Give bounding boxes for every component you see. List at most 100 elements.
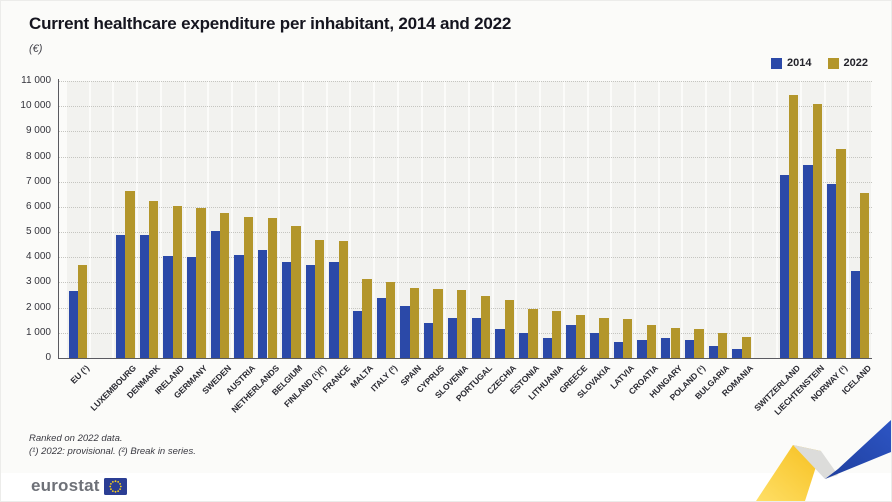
legend-swatch-2022-icon <box>827 57 839 69</box>
slot-slovenia <box>446 81 468 358</box>
bar-2022-slovenia <box>457 290 467 358</box>
y-tick-label-7000: 7 000 <box>25 175 51 187</box>
slot-bulgaria <box>707 81 729 358</box>
slot-greece <box>564 81 587 358</box>
chart-title: Current healthcare expenditure per inhab… <box>29 14 512 33</box>
bar-2014-italy- <box>376 297 387 358</box>
bar-2022-italy- <box>386 282 396 358</box>
y-tick-label-11000: 11 000 <box>21 75 51 86</box>
bar-2014-latvia <box>613 341 624 358</box>
bar-2014-liechtenstein <box>803 165 813 358</box>
footnote-flags: (¹) 2022: provisional. (²) Break in seri… <box>29 445 196 457</box>
bar-2014-iceland <box>850 271 861 358</box>
chart-legend: 2014 2022 <box>771 57 868 69</box>
bar-2022-netherlands <box>267 218 277 358</box>
gridline-7000 <box>58 181 872 183</box>
bar-2014-croatia <box>637 340 647 358</box>
bar-2014-germany <box>187 257 197 358</box>
bar-2022-latvia <box>623 319 633 358</box>
bar-2022-denmark <box>148 200 159 358</box>
y-tick-label-9000: 9 000 <box>25 125 51 137</box>
bar-2014-estonia <box>518 332 529 358</box>
slot-latvia <box>612 81 634 358</box>
chart-unit-label: (€) <box>29 43 43 55</box>
slot-poland- <box>683 81 706 358</box>
bar-2014-norway- <box>827 184 837 358</box>
bar-2022-sweden <box>220 213 230 358</box>
bar-2022-hungary <box>670 327 680 358</box>
y-axis-line <box>58 79 59 359</box>
y-tick-label-6000: 6 000 <box>25 200 51 212</box>
slot-czechia <box>493 81 516 358</box>
bar-2022-cyprus <box>433 288 443 358</box>
bar-2022-austria <box>243 216 254 358</box>
bar-2022-czechia <box>504 300 514 358</box>
gridline-11000 <box>58 81 872 82</box>
y-tick-label-1000: 1 000 <box>25 326 51 338</box>
footnotes: Ranked on 2022 data. (¹) 2022: provision… <box>29 433 196 458</box>
bar-2014-finland- <box>305 264 315 358</box>
bar-2022-estonia <box>528 308 538 358</box>
bar-2022-norway- <box>836 149 846 358</box>
gridline-5000 <box>58 232 872 234</box>
bar-2014-austria <box>234 254 244 358</box>
bar-2014-portugal <box>471 317 481 358</box>
bar-2022-iceland <box>860 193 870 358</box>
slot-portugal <box>470 81 492 358</box>
bar-2014-cyprus <box>424 322 434 358</box>
bar-2022-lithuania <box>551 311 562 358</box>
plot-area <box>58 81 872 358</box>
gridline-8000 <box>58 156 872 158</box>
eu-flag-icon <box>103 477 127 495</box>
gridline-3000 <box>58 282 872 284</box>
bar-2022-finland- <box>314 239 325 358</box>
bar-2022-malta <box>362 278 372 358</box>
bar-2022-luxembourg <box>125 190 135 358</box>
slot-gap <box>754 81 777 358</box>
bar-2022-bulgaria <box>717 332 728 358</box>
legend-label-2014: 2014 <box>787 57 812 69</box>
bar-2014-greece <box>566 325 576 358</box>
bar-2014-romania <box>732 348 742 358</box>
bar-2022-romania <box>741 336 751 358</box>
y-tick-label-5000: 5 000 <box>25 226 51 238</box>
y-tick-label-3000: 3 000 <box>25 276 51 288</box>
bar-2022-slovakia <box>599 318 609 358</box>
bar-2014-czechia <box>495 329 505 358</box>
bar-2014-ireland <box>163 256 173 358</box>
footnote-ranking: Ranked on 2022 data. <box>29 433 123 444</box>
bar-2022-greece <box>575 315 586 358</box>
bar-2014-belgium <box>281 262 292 358</box>
legend-item-2014: 2014 <box>771 57 812 69</box>
bar-2014-denmark <box>139 234 149 358</box>
bar-2022-eu- <box>77 264 88 358</box>
bar-2014-malta <box>352 311 363 358</box>
bar-2014-netherlands <box>258 249 268 358</box>
bar-2022-croatia <box>646 325 657 358</box>
bar-2014-poland- <box>684 340 695 358</box>
bar-2014-slovenia <box>447 317 458 358</box>
eurostat-logo: eurostat <box>31 476 127 496</box>
y-tick-label-0: 0 <box>45 352 51 363</box>
bar-2022-germany <box>196 208 206 358</box>
bar-2022-france <box>338 240 348 358</box>
slot-croatia <box>635 81 658 358</box>
y-tick-label-4000: 4 000 <box>25 251 51 263</box>
bar-2022-liechtenstein <box>812 103 823 358</box>
bar-2014-sweden <box>210 230 221 358</box>
bar-2014-eu- <box>68 291 78 358</box>
gridline-6000 <box>58 206 872 208</box>
slot-hungary <box>659 81 682 358</box>
slot-gap <box>90 81 113 358</box>
slot-lithuania <box>541 81 563 358</box>
x-axis-label-eu-: EU (¹) <box>68 363 91 386</box>
slot-slovakia <box>588 81 611 358</box>
bar-2014-slovakia <box>590 332 600 358</box>
gridline-10000 <box>58 106 872 108</box>
gridline-4000 <box>58 257 872 259</box>
bar-2014-switzerland <box>779 175 790 358</box>
x-axis-line <box>58 358 872 359</box>
legend-swatch-2014-icon <box>771 57 783 69</box>
y-tick-label-10000: 10 000 <box>20 100 51 112</box>
bar-2022-spain <box>409 287 420 358</box>
